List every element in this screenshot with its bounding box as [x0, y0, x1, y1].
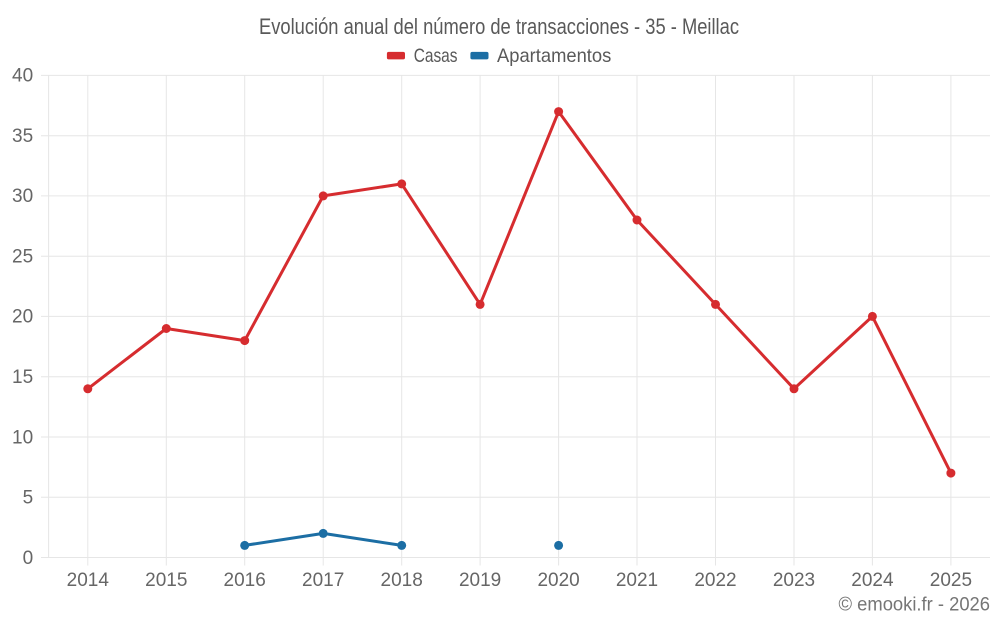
svg-text:2014: 2014: [67, 570, 110, 591]
svg-text:20: 20: [12, 307, 33, 328]
svg-text:15: 15: [12, 367, 33, 388]
svg-text:2017: 2017: [302, 570, 344, 591]
svg-text:2024: 2024: [851, 570, 894, 591]
svg-text:Apartamentos: Apartamentos: [497, 45, 612, 67]
svg-text:10: 10: [12, 427, 33, 448]
svg-text:5: 5: [23, 488, 34, 509]
svg-text:2025: 2025: [930, 570, 972, 591]
svg-text:2015: 2015: [145, 570, 187, 591]
svg-text:40: 40: [12, 66, 33, 87]
svg-text:Casas: Casas: [414, 45, 458, 67]
svg-text:0: 0: [23, 548, 34, 569]
svg-text:2018: 2018: [381, 570, 423, 591]
svg-text:35: 35: [12, 126, 33, 147]
svg-text:2023: 2023: [773, 570, 815, 591]
svg-text:© emooki.fr - 2026: © emooki.fr - 2026: [839, 595, 991, 616]
svg-text:2021: 2021: [616, 570, 658, 591]
svg-text:2020: 2020: [537, 570, 579, 591]
svg-text:30: 30: [12, 186, 33, 207]
svg-text:2022: 2022: [694, 570, 736, 591]
svg-text:2019: 2019: [459, 570, 501, 591]
svg-text:Evolución anual del número de: Evolución anual del número de transaccio…: [259, 14, 739, 39]
svg-text:2016: 2016: [224, 570, 266, 591]
svg-text:25: 25: [12, 247, 33, 268]
